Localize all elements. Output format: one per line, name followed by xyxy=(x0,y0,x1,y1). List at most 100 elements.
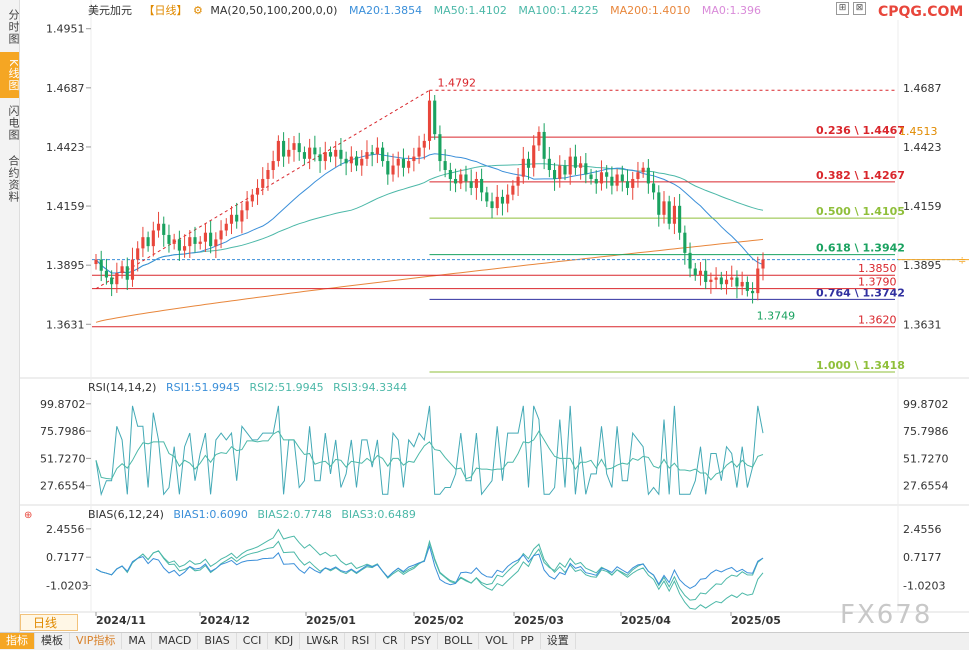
candle-body xyxy=(521,158,525,177)
candle-body xyxy=(652,183,656,193)
candle-body xyxy=(459,174,463,184)
candle-body xyxy=(245,201,249,211)
settings-icon[interactable]: ⚙ xyxy=(193,4,203,17)
candle-body xyxy=(120,266,124,274)
period-label[interactable]: 【日线】 xyxy=(143,4,188,17)
bias-tick-left: 0.7177 xyxy=(46,551,85,564)
sidebar-tab-2[interactable]: 闪电图 xyxy=(7,105,20,141)
y-tick-right: 1.4159 xyxy=(903,200,942,213)
rsi-tick-left: 99.8702 xyxy=(40,398,86,411)
bias1-value: BIAS1:0.6090 xyxy=(173,508,248,521)
ma50-line xyxy=(95,163,764,274)
support-label: 1.3850 xyxy=(858,262,897,275)
toolbar-tab-0[interactable]: 指标 xyxy=(0,633,35,649)
rsi-header: RSI(14,14,2) RSI1:51.9945 RSI2:51.9945 R… xyxy=(88,381,413,394)
candle-body xyxy=(693,268,697,276)
ma200-value: MA200:1.4010 xyxy=(610,4,691,17)
y-tick-right: 1.4687 xyxy=(903,82,942,95)
rsi1-value: RSI1:51.9945 xyxy=(165,381,241,394)
x-tick-label: 2024/12 xyxy=(200,614,250,627)
candle-body xyxy=(255,187,260,195)
candle-body xyxy=(271,161,275,171)
candle-body xyxy=(516,176,520,186)
toolbar-tab-14[interactable]: PP xyxy=(514,633,541,649)
candle-body xyxy=(313,147,317,155)
candle-body xyxy=(448,170,452,179)
candle-body xyxy=(151,230,155,247)
toolbar-tab-12[interactable]: BOLL xyxy=(438,633,480,649)
candle-body xyxy=(198,241,202,244)
candle-body xyxy=(183,246,187,251)
candle-body xyxy=(328,152,333,157)
toolbar-tab-7[interactable]: KDJ xyxy=(268,633,301,649)
bias-tick-right: -1.0203 xyxy=(903,580,945,593)
toolbar-tab-5[interactable]: BIAS xyxy=(198,633,237,649)
sidebar-tab-3[interactable]: 合约资料 xyxy=(7,155,20,203)
toolbar-tab-11[interactable]: PSY xyxy=(405,633,439,649)
candle-body xyxy=(657,192,661,215)
toolbar-tab-9[interactable]: RSI xyxy=(345,633,377,649)
candle-body xyxy=(250,194,254,202)
candle-body xyxy=(594,178,598,184)
candle-body xyxy=(110,277,114,285)
toolbar-tab-2[interactable]: VIP指标 xyxy=(70,633,123,649)
candle-body xyxy=(469,181,473,188)
candle-body xyxy=(94,259,98,265)
brand-logo: CPQG.COM xyxy=(878,4,964,20)
candle-body xyxy=(276,140,280,162)
candle-body xyxy=(573,156,577,168)
candle-body xyxy=(99,259,103,271)
bias-tick-right: 2.4556 xyxy=(903,523,942,536)
candle-body xyxy=(605,172,609,177)
sidebar-tab-1[interactable]: K线图 xyxy=(0,52,20,98)
toolbar-tab-1[interactable]: 模板 xyxy=(35,633,70,649)
rsi-label[interactable]: RSI(14,14,2) xyxy=(88,381,157,394)
candle-body xyxy=(334,149,338,157)
rsi3-line xyxy=(95,405,764,497)
fib-label: 1.000 \ 1.3418 xyxy=(816,359,905,372)
bias-tick-right: 0.7177 xyxy=(903,551,942,564)
candle-body xyxy=(511,185,515,195)
bias-label[interactable]: BIAS(6,12,24) xyxy=(88,508,164,521)
toolbar-tab-13[interactable]: VOL xyxy=(479,633,515,649)
toolbar-tab-15[interactable]: 设置 xyxy=(541,633,576,649)
candle-body xyxy=(422,140,426,148)
candle-body xyxy=(287,149,291,157)
ma-label[interactable]: MA(20,50,100,200,0,0) xyxy=(210,4,338,17)
rsi-tick-right: 75.7986 xyxy=(903,425,949,438)
toolbar-tab-3[interactable]: MA xyxy=(122,633,153,649)
day-period-button[interactable]: 日线 xyxy=(20,614,78,631)
candle-body xyxy=(193,237,197,244)
candle-body xyxy=(360,158,364,166)
last-price-arrow-icon: ≑ xyxy=(958,256,966,267)
sidebar-tab-0[interactable]: 分时图 xyxy=(7,9,20,45)
candle-body xyxy=(646,167,650,184)
candle-body xyxy=(141,237,145,249)
candle-body xyxy=(724,279,729,285)
candle-body xyxy=(641,167,645,173)
candle-body xyxy=(386,161,390,175)
expand-icon[interactable]: ⊞ xyxy=(836,2,849,15)
candle-body xyxy=(433,100,437,135)
candle-body xyxy=(537,131,541,146)
candle-body xyxy=(396,158,400,166)
candle-body xyxy=(563,165,567,175)
toolbar-tab-8[interactable]: LW&R xyxy=(300,633,346,649)
ma0-value: MA0:1.396 xyxy=(701,4,762,17)
candle-body xyxy=(662,201,666,215)
candle-body xyxy=(188,237,192,247)
candle-body xyxy=(542,131,546,159)
candle-body xyxy=(219,230,223,240)
close-icon[interactable]: ⊠ xyxy=(853,2,866,15)
chart-header: 美元加元 【日线】 ⚙ MA(20,50,100,200,0,0) MA20:1… xyxy=(88,2,769,20)
candle-body xyxy=(209,232,213,247)
toolbar-tab-4[interactable]: MACD xyxy=(152,633,199,649)
ma50-value: MA50:1.4102 xyxy=(433,4,507,17)
toolbar-tab-10[interactable]: CR xyxy=(376,633,405,649)
bias2-line xyxy=(95,540,764,601)
toolbar-tab-6[interactable]: CCI xyxy=(237,633,269,649)
x-tick-label: 2024/11 xyxy=(96,614,146,627)
candle-body xyxy=(751,290,755,294)
x-tick-label: 2025/05 xyxy=(731,614,781,627)
